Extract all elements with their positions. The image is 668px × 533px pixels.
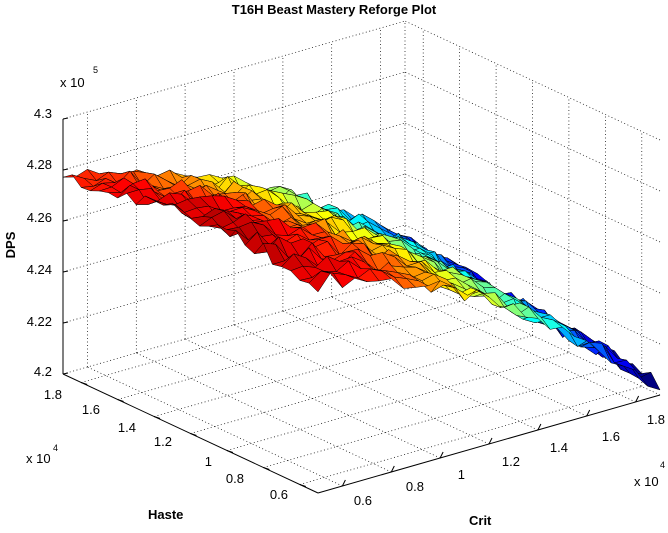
crit-multiplier: x 10 4 xyxy=(634,460,665,489)
z-tick-mark xyxy=(62,117,69,120)
crit-axis-label: Crit xyxy=(469,513,492,528)
z-tick-label: 4.22 xyxy=(27,314,52,329)
crit-tick-label: 1.6 xyxy=(602,429,620,444)
haste-tick-label: 0.8 xyxy=(226,471,244,486)
crit-tick-mark xyxy=(341,479,346,487)
haste-tick-label: 1 xyxy=(205,454,212,469)
z-axis-label: DPS xyxy=(3,231,18,258)
surface-facet xyxy=(308,270,331,293)
z-tick-labels: 4.2 4.22 4.24 4.26 4.28 4.3 xyxy=(27,106,52,379)
grid-line xyxy=(404,275,661,396)
crit-tick-label: 1.4 xyxy=(550,440,568,455)
z-tick-mark xyxy=(62,168,69,171)
haste-tick-mark xyxy=(226,450,234,453)
z-tick-mark xyxy=(62,270,69,273)
crit-tick-label: 1.8 xyxy=(647,412,665,427)
haste-tick-labels: 0.6 0.8 1 1.2 1.4 1.6 1.8 xyxy=(44,387,288,502)
haste-tick-label: 1.4 xyxy=(118,420,136,435)
grid-line xyxy=(299,386,642,485)
z-multiplier-text: x 10 xyxy=(60,75,85,90)
crit-multiplier-text: x 10 xyxy=(634,474,659,489)
grid-line xyxy=(380,282,636,403)
grid-line xyxy=(404,122,661,243)
z-tick-label: 4.2 xyxy=(34,364,52,379)
crit-tick-mark xyxy=(439,451,444,459)
grid-line xyxy=(404,20,661,141)
z-tick-mark xyxy=(62,219,69,222)
crit-tick-mark xyxy=(488,437,493,445)
haste-tick-mark xyxy=(190,433,197,436)
grid-line xyxy=(331,296,587,417)
crit-tick-label: 0.6 xyxy=(354,493,372,508)
grid-line xyxy=(184,338,441,459)
crit-tick-mark xyxy=(390,465,395,473)
chart-title: T16H Beast Mastery Reforge Plot xyxy=(232,2,437,17)
crit-tick-mark xyxy=(635,395,640,403)
grid-line xyxy=(233,324,490,445)
z-multiplier: x 10 5 xyxy=(60,65,98,90)
haste-multiplier-text: x 10 xyxy=(26,451,51,466)
crit-tick-label: 0.8 xyxy=(406,479,424,494)
haste-multiplier: x 10 4 xyxy=(26,443,58,466)
crit-tick-mark xyxy=(586,409,591,417)
haste-tick-mark xyxy=(153,416,161,419)
axes-box xyxy=(62,117,661,494)
haste-tick-label: 1.6 xyxy=(82,402,100,417)
haste-tick-label: 1.2 xyxy=(154,434,172,449)
haste-tick-mark xyxy=(81,382,88,385)
grid-line xyxy=(136,352,392,473)
haste-multiplier-exponent: 4 xyxy=(53,443,58,453)
haste-tick-mark xyxy=(263,467,270,470)
crit-tick-label: 1.2 xyxy=(502,454,520,469)
crit-tick-label: 1 xyxy=(458,467,465,482)
grid-line xyxy=(404,173,661,294)
z-tick-mark xyxy=(62,321,69,324)
dps-surface xyxy=(62,168,661,391)
grid-line xyxy=(81,284,424,383)
crit-tick-labels: 0.6 0.8 1 1.2 1.4 1.6 1.8 xyxy=(354,412,665,508)
grid-line xyxy=(404,71,661,192)
z-tick-label: 4.3 xyxy=(34,106,52,121)
crit-tick-mark xyxy=(537,423,542,431)
grid-line xyxy=(404,224,661,345)
haste-axis-label: Haste xyxy=(148,507,183,522)
z-tick-mark xyxy=(62,372,69,375)
crit-multiplier-exponent: 4 xyxy=(660,460,665,470)
grid-line xyxy=(154,318,497,417)
haste-tick-label: 1.8 xyxy=(44,387,62,402)
z-tick-label: 4.26 xyxy=(27,210,52,225)
z-tick-label: 4.28 xyxy=(27,157,52,172)
z-multiplier-exponent: 5 xyxy=(93,65,98,75)
grid-line xyxy=(282,310,539,431)
haste-tick-mark xyxy=(117,399,124,402)
z-tick-label: 4.24 xyxy=(27,262,52,277)
haste-tick-mark xyxy=(299,484,306,487)
haste-tick-label: 0.6 xyxy=(270,487,288,502)
